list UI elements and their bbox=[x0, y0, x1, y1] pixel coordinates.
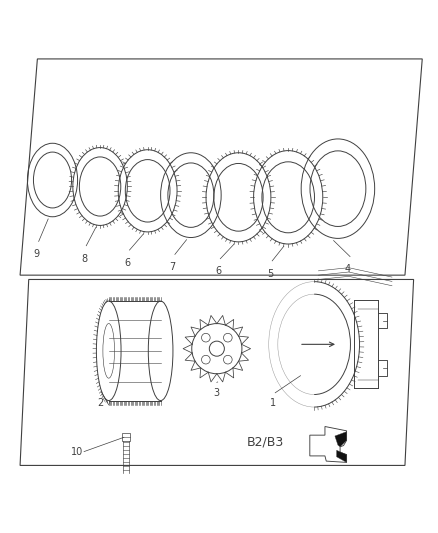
Text: 5: 5 bbox=[267, 269, 273, 279]
Text: 7: 7 bbox=[170, 262, 176, 272]
Text: 4: 4 bbox=[345, 264, 351, 274]
Text: B2/B3: B2/B3 bbox=[247, 435, 284, 448]
Text: 10: 10 bbox=[71, 447, 83, 457]
Text: 6: 6 bbox=[124, 258, 131, 268]
Text: 3: 3 bbox=[214, 389, 220, 399]
Polygon shape bbox=[337, 450, 346, 463]
Text: 8: 8 bbox=[81, 254, 87, 263]
Text: 9: 9 bbox=[33, 249, 39, 259]
Text: 2: 2 bbox=[97, 398, 103, 408]
Polygon shape bbox=[335, 432, 346, 447]
Bar bbox=[122, 433, 131, 441]
Text: 1: 1 bbox=[270, 398, 276, 408]
Text: 6: 6 bbox=[215, 266, 221, 277]
